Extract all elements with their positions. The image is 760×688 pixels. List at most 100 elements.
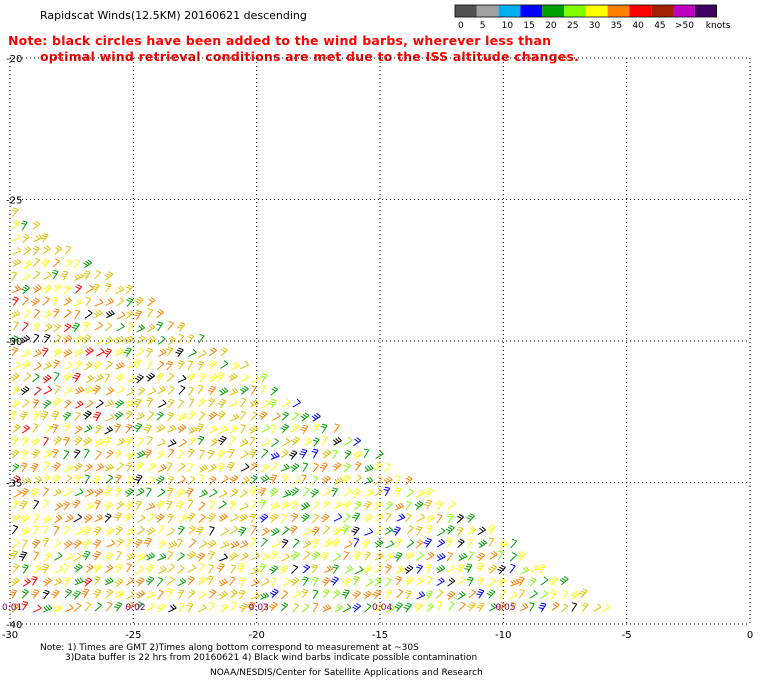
wind-barb: [21, 398, 30, 408]
wind-barb: [166, 513, 174, 523]
wind-barb: [311, 412, 321, 422]
wind-barb: [133, 310, 143, 320]
wind-barb: [208, 360, 217, 370]
wind-barb: [168, 335, 176, 346]
wind-barb: [475, 562, 485, 573]
wind-barb: [217, 410, 226, 420]
wind-barb: [125, 462, 133, 472]
wind-barb: [209, 500, 216, 511]
wind-barb: [21, 449, 29, 460]
wind-barb: [311, 526, 320, 536]
wind-barb: [324, 565, 333, 573]
wind-barb: [42, 245, 51, 255]
wind-barb: [230, 413, 240, 422]
wind-barb: [92, 385, 101, 395]
wind-barb: [352, 551, 362, 561]
wind-barb: [52, 488, 62, 497]
speed-legend: 0 5 10 15 20 25 30 35 40 45 >50 knots: [454, 4, 731, 31]
wind-barb: [218, 500, 227, 510]
wind-barb: [404, 576, 414, 586]
wind-barb: [467, 526, 476, 535]
wind-barb: [445, 524, 455, 535]
wind-barb: [230, 564, 237, 574]
wind-barb: [146, 476, 155, 486]
wind-barb: [136, 514, 146, 523]
wind-barb: [322, 487, 331, 497]
wind-barb: [188, 348, 197, 357]
wind-barb: [74, 273, 84, 282]
wind-barb: [302, 539, 312, 549]
wind-barb: [19, 500, 28, 510]
wind-barb: [489, 550, 498, 560]
wind-barb: [198, 540, 208, 549]
wind-barb: [41, 347, 49, 357]
wind-barb: [241, 476, 250, 485]
wind-barb: [458, 601, 466, 611]
y-tick-label: -40: [6, 620, 22, 631]
wind-barb: [167, 448, 175, 458]
wind-barb: [282, 437, 291, 447]
wind-barb: [177, 399, 185, 409]
wind-barb: [125, 538, 132, 548]
wind-barb: [10, 449, 20, 459]
wind-barb: [281, 513, 288, 524]
wind-barb: [187, 448, 195, 458]
wind-barb: [414, 500, 424, 510]
wind-barb: [64, 588, 73, 599]
legend-swatch: [607, 5, 630, 17]
wind-barb: [220, 347, 228, 357]
wind-barb: [332, 437, 342, 446]
wind-barb: [385, 589, 393, 599]
wind-barb: [105, 564, 114, 574]
legend-swatch: [520, 5, 543, 17]
wind-barb: [146, 435, 153, 446]
wind-barb: [93, 411, 102, 422]
wind-barb: [257, 487, 267, 497]
wind-barb: [156, 321, 164, 332]
wind-barb: [229, 576, 236, 586]
wind-barb: [436, 564, 446, 574]
wind-barb: [198, 411, 206, 421]
wind-barb: [288, 450, 298, 460]
legend-label: 25: [567, 21, 578, 31]
wind-barb: [446, 513, 454, 523]
wind-barb: [127, 322, 134, 333]
wind-barb: [92, 588, 102, 599]
wind-barb: [271, 438, 279, 448]
wind-barb: [145, 576, 155, 586]
wind-barb: [74, 309, 81, 319]
wind-barb: [281, 526, 290, 536]
wind-barb: [292, 476, 301, 485]
wind-barb: [302, 527, 312, 536]
wind-barb: [230, 540, 240, 549]
legend-swatch: [455, 5, 477, 17]
wind-barb: [570, 590, 580, 600]
wind-barb: [155, 475, 165, 485]
wind-barb: [21, 349, 31, 358]
wind-barb: [63, 436, 71, 447]
wind-barb: [11, 346, 19, 357]
wind-barb: [384, 526, 394, 535]
wind-barb: [74, 348, 84, 357]
wind-barb: [64, 258, 73, 268]
wind-barb: [156, 411, 164, 421]
wind-barb: [93, 526, 102, 536]
wind-barb: [446, 551, 453, 562]
wind-barb: [146, 347, 153, 358]
wind-barb: [104, 426, 114, 435]
wind-barb: [198, 562, 205, 573]
wind-barb: [354, 565, 364, 575]
wind-barb: [64, 361, 73, 371]
wind-barb: [385, 564, 393, 574]
wind-barb: [281, 398, 291, 408]
wind-barb: [209, 488, 218, 498]
x-tick-label: -5: [622, 630, 632, 641]
wind-barb: [116, 297, 125, 307]
wind-barb: [105, 413, 115, 422]
wind-barb: [126, 374, 136, 384]
wind-barb: [114, 487, 122, 497]
wind-barb: [404, 513, 412, 523]
wind-barb: [137, 334, 146, 344]
wind-barb: [136, 450, 146, 459]
wind-barb: [63, 309, 72, 319]
